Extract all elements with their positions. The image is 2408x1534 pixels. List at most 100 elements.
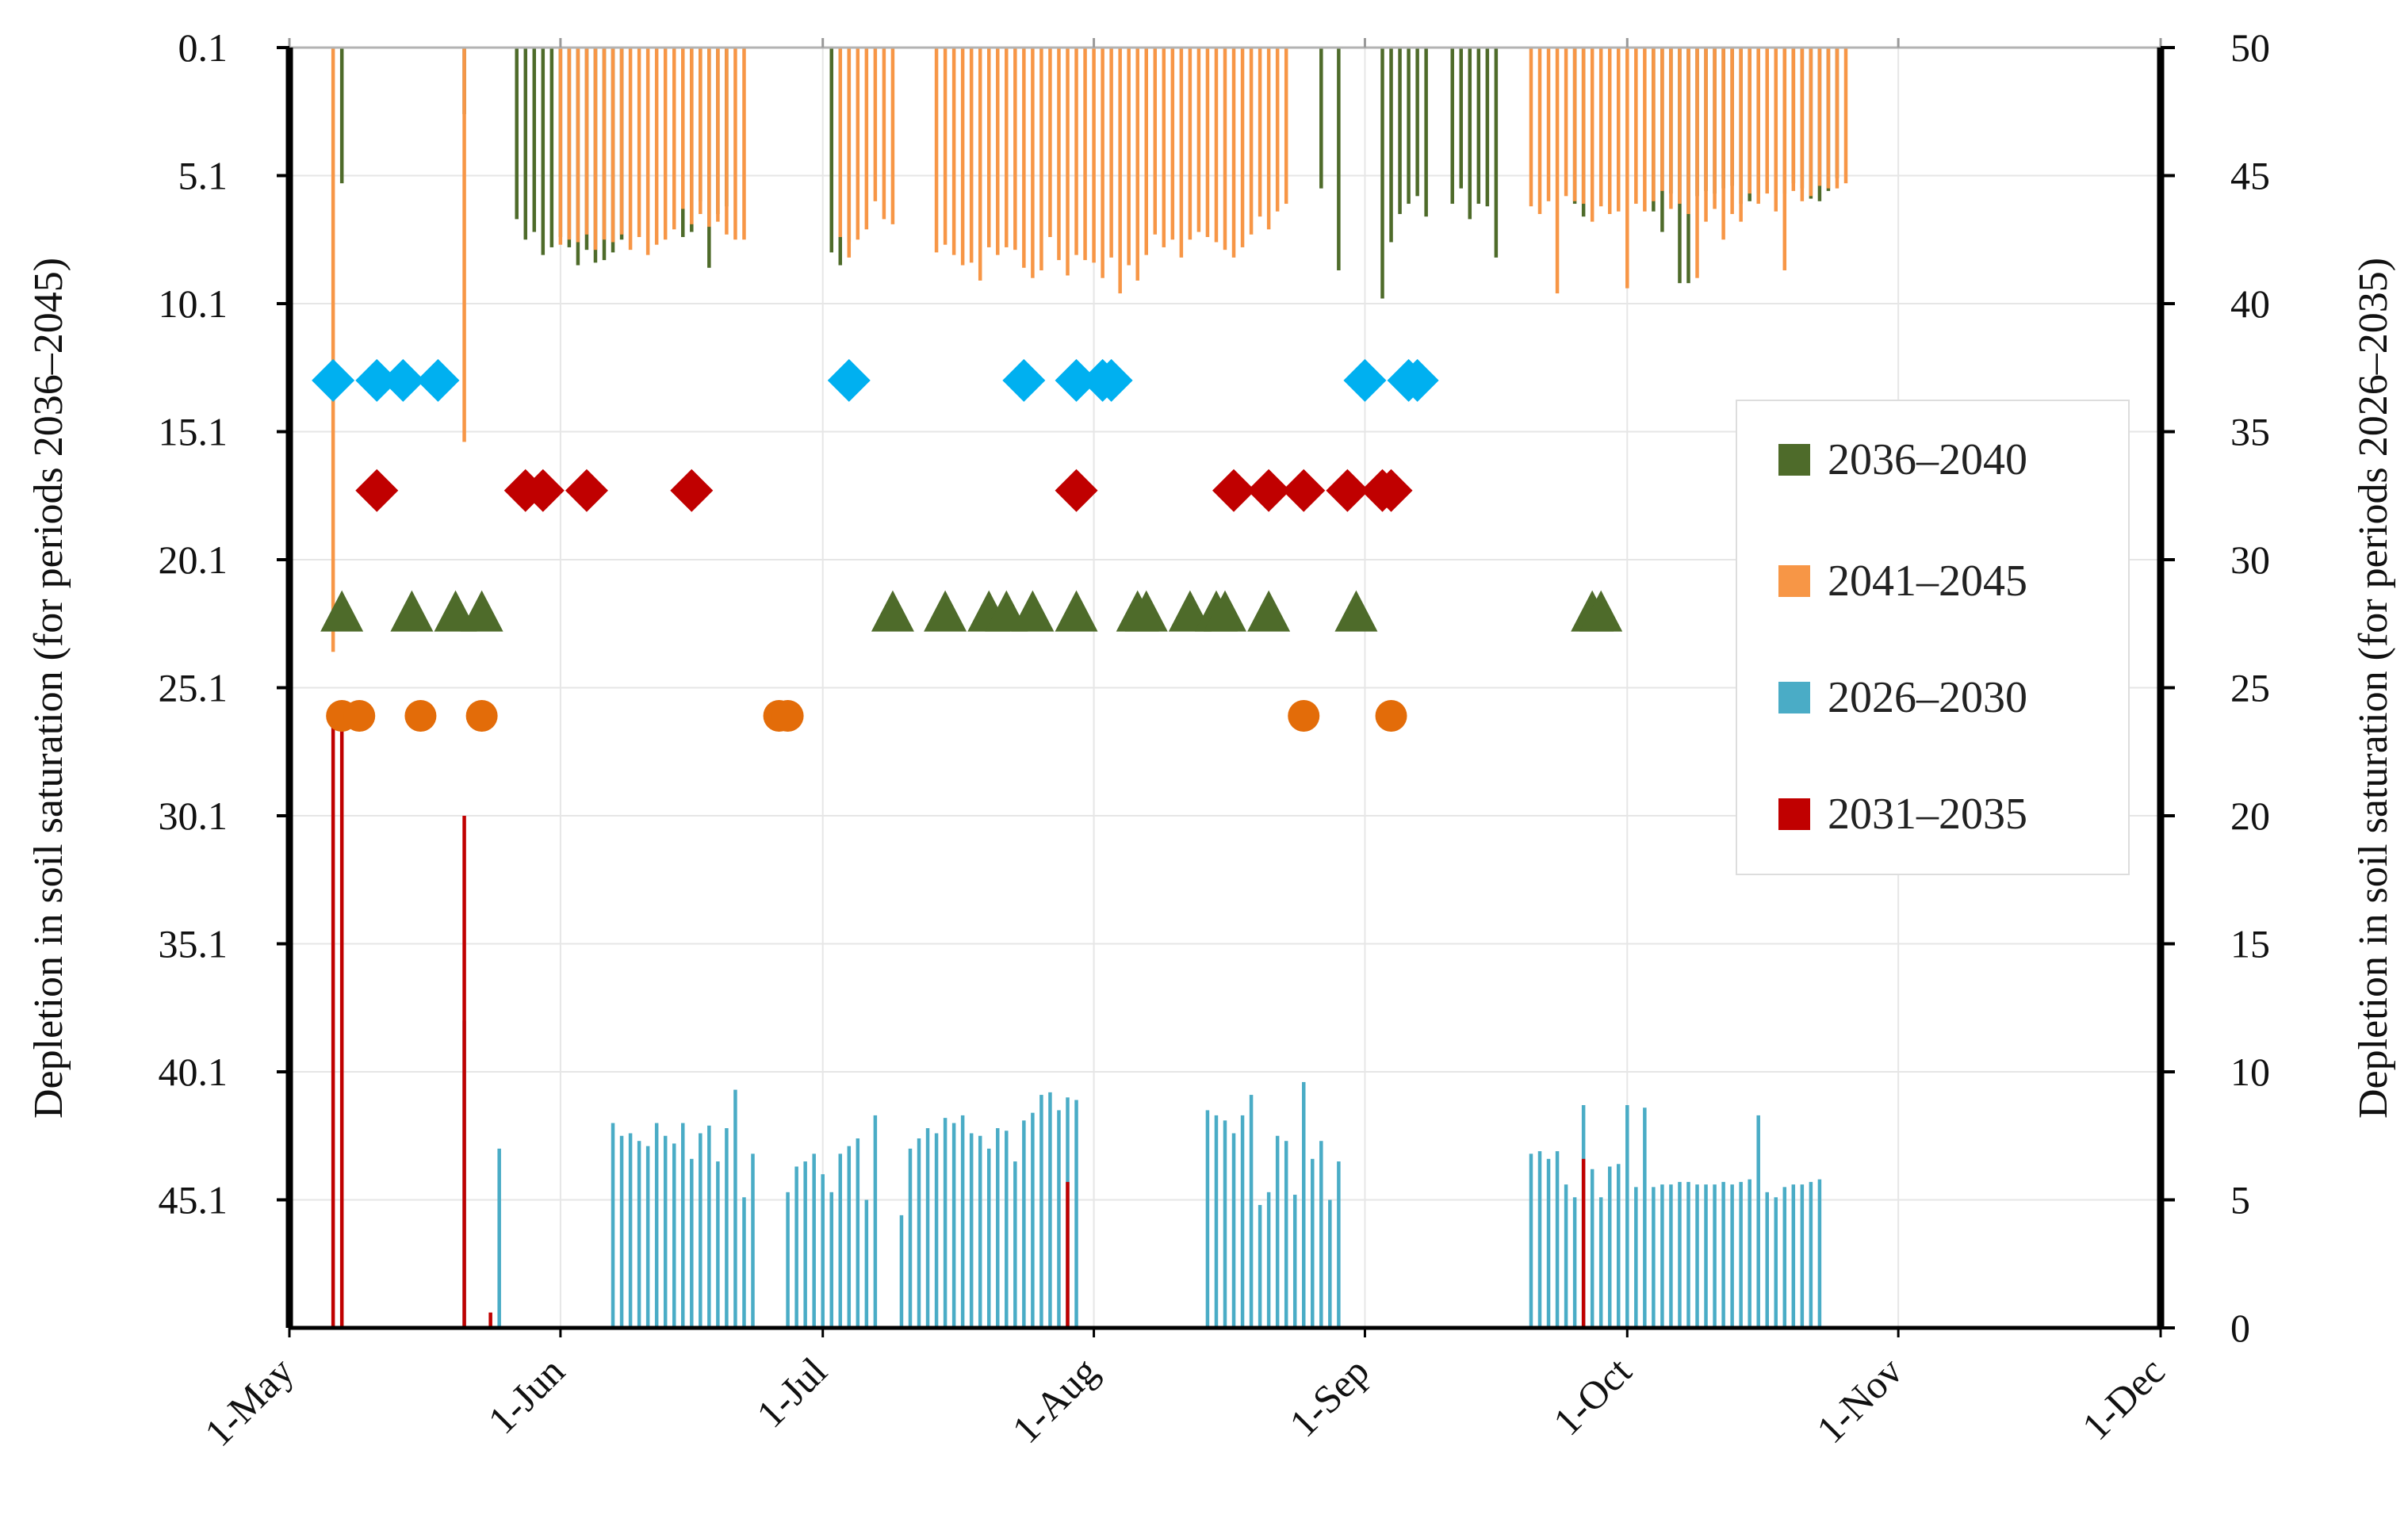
marker-point [827, 358, 871, 402]
bar [1476, 48, 1481, 205]
bar [1695, 48, 1699, 278]
bar [654, 48, 659, 245]
bar [1048, 1092, 1052, 1328]
marker-point [1288, 700, 1320, 733]
bar [488, 1312, 492, 1328]
bar [716, 1161, 720, 1328]
bar [1284, 48, 1288, 205]
bar [1782, 1187, 1787, 1328]
bar [1529, 48, 1533, 207]
bar [1074, 48, 1078, 255]
bar-series [331, 48, 1848, 1328]
bar [1529, 1153, 1533, 1328]
bar [1652, 1187, 1656, 1328]
marker-point [355, 469, 399, 512]
bar [1739, 48, 1743, 222]
marker-point [355, 358, 399, 402]
bar [1240, 48, 1245, 247]
legend-entry-2026-2030: 2026–2030 [1778, 673, 2027, 722]
bar [856, 48, 860, 240]
bar [707, 48, 711, 228]
bar [1048, 48, 1052, 238]
marker-point [1334, 590, 1378, 632]
marker-point [1282, 469, 1326, 512]
bar [1843, 48, 1848, 184]
bar [637, 1141, 641, 1328]
bar [969, 1133, 974, 1328]
bar [1135, 48, 1139, 281]
bar [515, 48, 519, 220]
y-left-tick-label: 45.1 [159, 1178, 228, 1222]
bar [996, 1128, 1000, 1328]
bar [1704, 1184, 1708, 1328]
marker-point [343, 700, 376, 733]
bar [1739, 1181, 1743, 1328]
bar [1809, 1181, 1813, 1328]
y-right-tick-label: 25 [2230, 666, 2270, 710]
y-left-tick-label: 20.1 [159, 537, 228, 582]
bar [1057, 48, 1061, 261]
marker-point [1011, 590, 1055, 632]
bar [960, 1115, 965, 1328]
bar [1598, 48, 1603, 207]
bar [751, 1153, 755, 1328]
y-right-tick-label: 20 [2230, 794, 2270, 838]
marker-point [871, 590, 914, 632]
legend-label: 2041–2045 [1828, 557, 2027, 606]
bar [1292, 1195, 1297, 1328]
bar [725, 48, 729, 235]
marker-point [1326, 469, 1369, 512]
bar [1546, 48, 1551, 201]
bar [619, 1135, 624, 1328]
bar [1057, 1110, 1061, 1328]
bar [339, 718, 344, 1328]
bar [1713, 1184, 1717, 1328]
bar [1398, 48, 1402, 214]
bar [1791, 48, 1796, 191]
bar [1678, 1181, 1682, 1328]
bar [873, 48, 878, 201]
bar [1196, 48, 1201, 232]
marker-point [1247, 469, 1291, 512]
bar [699, 48, 702, 214]
bar [1791, 1184, 1796, 1328]
bar [1765, 48, 1769, 194]
bar [1678, 48, 1682, 205]
bar [1214, 48, 1219, 243]
bar [558, 48, 563, 245]
bar [1188, 48, 1193, 240]
bar [1643, 1107, 1647, 1328]
bar [1258, 48, 1262, 217]
bar [611, 48, 615, 243]
marker-point [460, 590, 503, 632]
bar [1748, 1179, 1751, 1328]
marker-point [1247, 590, 1291, 632]
marker-point [1089, 358, 1133, 402]
bar [1590, 1169, 1594, 1328]
bar [1162, 48, 1166, 247]
bar [1468, 48, 1472, 220]
bar [873, 1115, 878, 1328]
marker-point [1124, 590, 1168, 632]
bar [1389, 48, 1393, 243]
bar [864, 48, 869, 230]
bar [497, 1148, 501, 1328]
bar [890, 48, 895, 224]
bar [943, 48, 948, 245]
bar [1223, 48, 1227, 251]
bar [1450, 48, 1454, 205]
marker-point [670, 469, 714, 512]
bar [1817, 48, 1822, 186]
bar [1039, 48, 1043, 271]
y-left-tick-label: 0.1 [178, 25, 228, 70]
bar [584, 48, 589, 235]
bar [1249, 48, 1254, 235]
bar [1713, 48, 1717, 209]
bar [532, 48, 537, 232]
bar [619, 48, 624, 235]
bar [690, 48, 694, 224]
bar [847, 48, 852, 258]
bar [1643, 48, 1647, 212]
bar [1660, 1184, 1664, 1328]
bar [1275, 48, 1280, 212]
